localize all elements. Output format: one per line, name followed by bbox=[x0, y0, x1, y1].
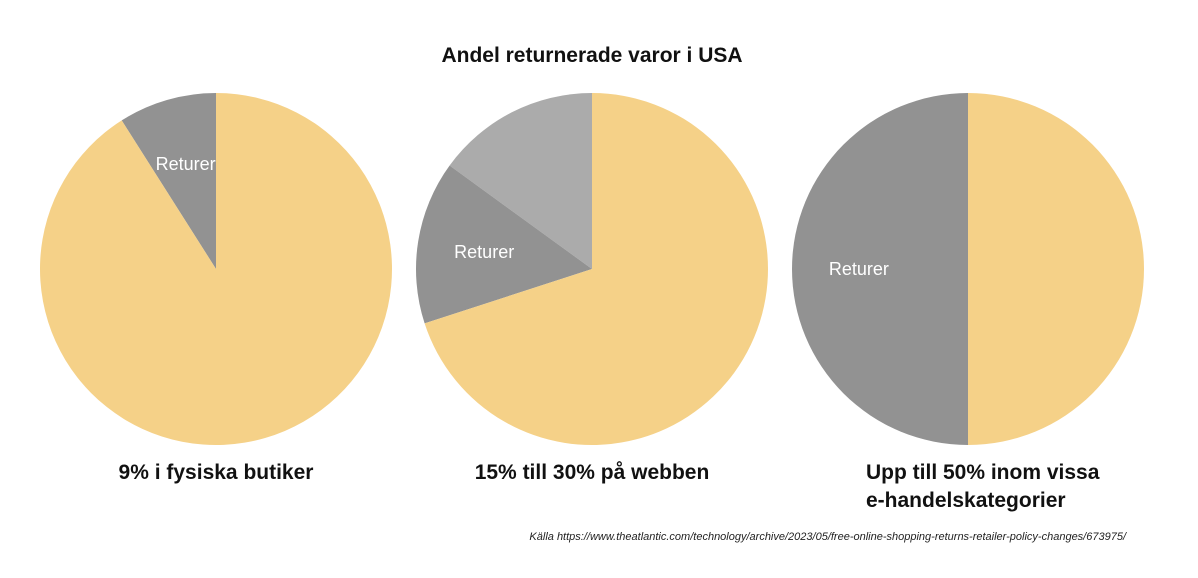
pie-2-slice-1 bbox=[449, 93, 592, 269]
pie-2-slice-2 bbox=[415, 165, 592, 324]
pie-2: Returer 15% till 30% på webben bbox=[415, 93, 768, 484]
pie-3-slice-label: Returer bbox=[829, 259, 889, 279]
pie-3-slice-1 bbox=[792, 93, 968, 445]
chart-title: Andel returnerade varor i USA bbox=[441, 44, 742, 67]
pie-3-caption: e-handelskategorier bbox=[866, 489, 1066, 512]
pie-1-slice-1 bbox=[121, 93, 216, 269]
pie-3: Returer Upp till 50% inom vissa e-handelsk… bbox=[792, 93, 1144, 512]
pie-3-slice-2 bbox=[968, 93, 1144, 445]
pie-1-caption: 9% i fysiska butiker bbox=[119, 461, 314, 484]
pie-1-slice-label: Returer bbox=[156, 154, 216, 174]
source-note: Källa https://www.theatlantic.com/techno… bbox=[529, 531, 1127, 543]
pie-3-caption: Upp till 50% inom vissa bbox=[866, 461, 1100, 484]
pie-2-caption: 15% till 30% på webben bbox=[475, 461, 710, 484]
pie-2-slice-3 bbox=[424, 93, 768, 445]
pie-1-slice-2 bbox=[39, 93, 392, 445]
pie-2-slice-label: Returer bbox=[454, 242, 514, 262]
pie-1: Returer 9% i fysiska butiker bbox=[39, 93, 392, 484]
pie-group: Returer 9% i fysiska butiker Returer 15% ti… bbox=[39, 93, 1144, 512]
